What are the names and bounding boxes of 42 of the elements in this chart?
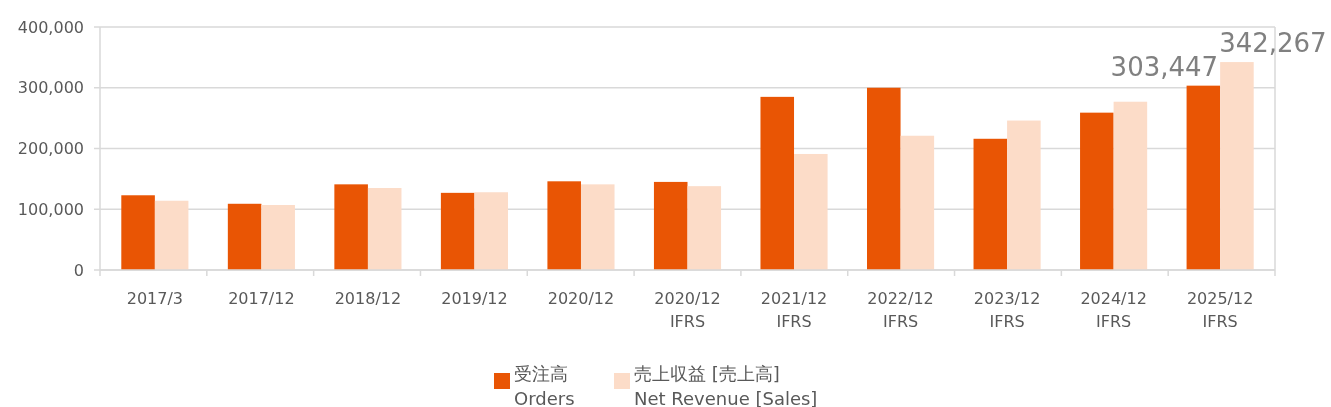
bar [760, 96, 795, 270]
data-label: 342,267 [1219, 28, 1327, 59]
data-label: 303,447 [1110, 51, 1219, 82]
y-tick-label: 300,000 [17, 78, 84, 98]
bar [1080, 112, 1114, 270]
x-tick-label: 2025/12 IFRS [1186, 289, 1254, 331]
legend-label: 受注高 Orders [514, 363, 575, 407]
bar [1186, 85, 1221, 270]
bar [687, 186, 722, 270]
x-tick-label: 2017/12 [228, 289, 295, 308]
x-tick-label: 2018/12 [334, 289, 402, 308]
y-tick-label: 100,000 [17, 199, 84, 219]
bar [474, 192, 508, 270]
x-tick-label: 2024/12 IFRS [1080, 289, 1147, 331]
x-tick-label: 2019/12 [441, 289, 508, 308]
bar [227, 203, 262, 270]
bar [867, 87, 901, 270]
bar [1007, 120, 1041, 270]
x-tick-label: 2021/12 IFRS [760, 289, 828, 331]
y-tick-label: 400,000 [17, 17, 84, 37]
bar [121, 195, 155, 270]
bar [334, 184, 368, 270]
x-tick-label: 2020/12 [547, 289, 615, 308]
x-tick-label: 2023/12 IFRS [973, 289, 1041, 331]
bar [1113, 101, 1148, 270]
bar [261, 205, 295, 270]
y-tick-label: 200,000 [17, 139, 84, 159]
legend-label: 売上収益 [売上高] Net Revenue [Sales] [634, 363, 818, 407]
bar [547, 181, 581, 270]
bar [653, 181, 688, 270]
bar [367, 187, 402, 270]
x-tick-label: 2022/12 IFRS [867, 289, 934, 331]
bar [440, 192, 475, 270]
bar [794, 153, 828, 270]
bar [973, 138, 1008, 270]
x-tick-label: 2017/3 [126, 289, 184, 308]
x-tick-label: 2020/12 IFRS [654, 289, 721, 331]
bar [580, 184, 615, 270]
bar [1220, 62, 1254, 270]
bar [900, 135, 935, 270]
y-tick-label: 0 [73, 260, 84, 280]
bar [154, 200, 189, 270]
